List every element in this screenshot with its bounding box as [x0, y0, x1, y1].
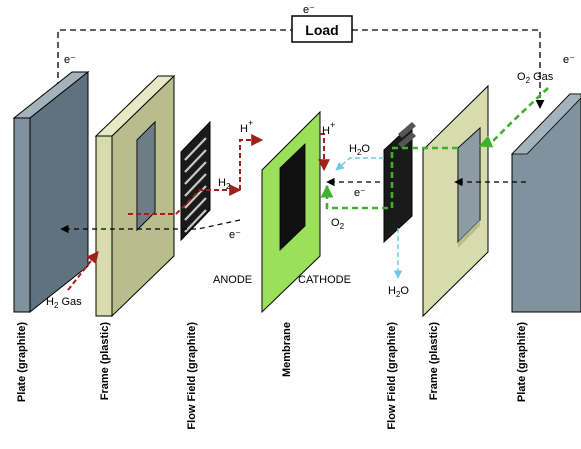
- flowfield-left: [180, 120, 211, 242]
- h2-gas-label: H2 Gas: [46, 296, 82, 310]
- membrane: [261, 110, 321, 314]
- h-plus-anode-label: H+: [240, 118, 253, 135]
- hydrogen-path-arrows: [67, 133, 330, 291]
- frame-left: [94, 74, 176, 318]
- h2o-bottom-label: H2O: [388, 285, 409, 299]
- anode-label: ANODE: [213, 274, 252, 286]
- oxygen-path-arrows: [320, 87, 549, 210]
- electron-left-label: e⁻: [64, 54, 76, 66]
- label-flowfield-right: Flow Field (graphite): [386, 322, 398, 430]
- cathode-label: CATHODE: [298, 274, 351, 286]
- label-plate-left: Plate (graphite): [16, 322, 28, 402]
- h2o-top-label: H2O: [349, 143, 370, 157]
- electron-cathode-label: e⁻: [354, 187, 366, 199]
- electron-top-label: e⁻: [303, 4, 315, 16]
- component-labels: Plate (graphite) Frame (plastic) Flow Fi…: [16, 322, 528, 430]
- load-box: Load: [291, 15, 353, 43]
- o2-gas-label: O2 Gas: [517, 71, 554, 85]
- electron-path-arrows: [60, 177, 526, 234]
- plate-left: [12, 70, 90, 314]
- external-circuit: [57, 29, 545, 109]
- h2-label: H2: [218, 177, 231, 191]
- o2-label: O2: [331, 217, 345, 231]
- electron-right-label: e⁻: [563, 54, 575, 66]
- plate-right: [511, 93, 581, 313]
- label-frame-left: Frame (plastic): [99, 322, 111, 401]
- h-plus-cathode-label: H+: [322, 120, 335, 137]
- water-path-arrows: [335, 157, 403, 279]
- frame-right: [422, 84, 489, 318]
- load-label: Load: [305, 22, 338, 38]
- label-membrane: Membrane: [281, 322, 293, 377]
- flowfield-right: [383, 122, 416, 244]
- electron-anode-label: e⁻: [229, 229, 241, 241]
- label-flowfield-left: Flow Field (graphite): [186, 322, 198, 430]
- label-frame-right: Frame (plastic): [428, 322, 440, 401]
- label-plate-right: Plate (graphite): [516, 322, 528, 402]
